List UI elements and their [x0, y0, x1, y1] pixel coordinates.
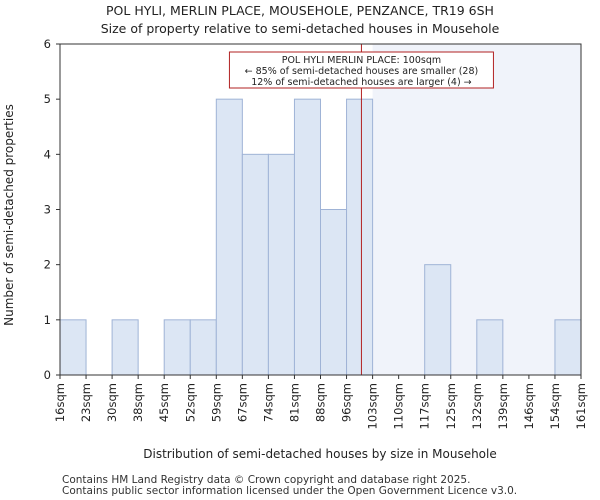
x-tick-label: 154sqm	[548, 383, 562, 429]
x-tick-label: 146sqm	[522, 383, 536, 429]
x-tick-label: 88sqm	[314, 383, 328, 422]
x-tick-label: 117sqm	[418, 383, 432, 429]
bar-16sqm	[59, 319, 87, 376]
x-tick-label: 38sqm	[131, 383, 145, 422]
footer-line-1: Contains HM Land Registry data © Crown c…	[62, 474, 471, 486]
bar-81sqm	[293, 98, 322, 376]
y-tick-label: 2	[44, 258, 51, 272]
x-tick-label: 103sqm	[366, 383, 380, 429]
x-tick-label: 52sqm	[183, 383, 197, 422]
y-tick-label: 3	[44, 203, 51, 217]
x-tick-label: 67sqm	[235, 383, 249, 422]
annotation-box: POL HYLI MERLIN PLACE: 100sqm ← 85% of s…	[228, 51, 494, 89]
bar-117sqm	[424, 264, 452, 376]
bar-45sqm	[163, 319, 191, 376]
y-tick-label: 4	[44, 147, 51, 161]
y-tick-label: 6	[44, 37, 51, 51]
bar-59sqm	[215, 98, 243, 376]
footer-line-2: Contains public sector information licen…	[62, 485, 518, 497]
x-tick-label: 59sqm	[209, 383, 223, 422]
x-tick-label: 30sqm	[105, 383, 119, 422]
bar-30sqm	[111, 319, 139, 376]
y-axis-label: Number of semi-detached properties	[2, 104, 16, 326]
x-tick-label: 110sqm	[392, 383, 406, 429]
annotation-line-3: 12% of semi-detached houses are larger (…	[251, 77, 471, 88]
chart-title: POL HYLI, MERLIN PLACE, MOUSEHOLE, PENZA…	[106, 3, 494, 18]
x-tick-label: 125sqm	[444, 383, 458, 429]
bar-154sqm	[554, 319, 582, 376]
x-tick-label: 132sqm	[470, 383, 484, 429]
annotation-line-1: POL HYLI MERLIN PLACE: 100sqm	[282, 55, 441, 66]
bar-96sqm	[346, 98, 374, 376]
x-tick-label: 161sqm	[574, 383, 588, 429]
y-tick-label: 1	[44, 313, 51, 327]
axis-frame	[59, 43, 582, 376]
x-tick-label: 74sqm	[261, 383, 275, 422]
x-tick-label: 16sqm	[53, 383, 67, 422]
y-tick-label: 0	[44, 368, 51, 382]
x-tick-label: 81sqm	[287, 383, 301, 422]
bar-67sqm	[241, 153, 269, 376]
bar-132sqm	[476, 319, 504, 376]
y-tick-label: 5	[44, 92, 51, 106]
bar-52sqm	[189, 319, 217, 376]
x-tick-label: 23sqm	[79, 383, 93, 422]
chart-subtitle: Size of property relative to semi-detach…	[100, 21, 500, 36]
x-tick-label: 139sqm	[496, 383, 510, 429]
bar-88sqm	[320, 209, 348, 376]
annotation-line-2: ← 85% of semi-detached houses are smalle…	[245, 66, 479, 77]
x-tick-label: 96sqm	[340, 383, 354, 422]
bar-74sqm	[267, 153, 295, 376]
x-axis-label: Distribution of semi-detached houses by …	[143, 447, 497, 461]
x-tick-label: 45sqm	[157, 383, 171, 422]
